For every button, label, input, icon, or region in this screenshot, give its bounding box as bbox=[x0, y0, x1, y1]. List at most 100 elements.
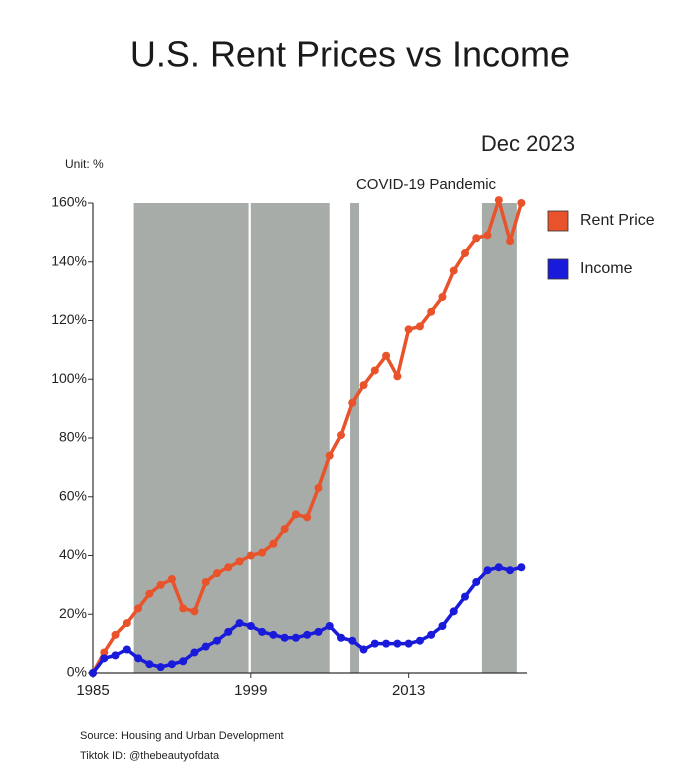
y-tick-label: 120% bbox=[51, 311, 87, 327]
data-point bbox=[506, 566, 515, 575]
data-point bbox=[201, 577, 210, 586]
data-point bbox=[258, 548, 267, 557]
source-note: Source: Housing and Urban Development bbox=[80, 730, 284, 742]
unit-label: Unit: % bbox=[65, 157, 104, 171]
data-point bbox=[449, 607, 458, 616]
data-point bbox=[314, 483, 323, 492]
data-point bbox=[483, 566, 492, 575]
data-point bbox=[145, 660, 154, 669]
data-point bbox=[269, 630, 278, 639]
data-point bbox=[370, 639, 379, 648]
data-point bbox=[348, 398, 357, 407]
y-tick-label: 40% bbox=[59, 546, 87, 562]
annotation: Dec 2023 bbox=[481, 131, 575, 156]
data-point bbox=[235, 557, 244, 566]
data-point bbox=[145, 589, 154, 598]
data-point bbox=[427, 307, 436, 316]
data-point bbox=[100, 648, 109, 657]
data-point bbox=[393, 372, 402, 381]
data-point bbox=[213, 569, 221, 578]
chart-title: U.S. Rent Prices vs Income bbox=[130, 34, 570, 75]
data-point bbox=[258, 627, 267, 636]
data-point bbox=[404, 639, 413, 648]
y-tick-label: 20% bbox=[59, 605, 87, 621]
data-point bbox=[382, 639, 391, 648]
data-point bbox=[303, 630, 312, 639]
data-point bbox=[337, 633, 345, 642]
data-point bbox=[359, 645, 368, 654]
legend-swatch bbox=[547, 258, 569, 280]
data-point bbox=[359, 381, 368, 390]
data-point bbox=[382, 351, 391, 360]
data-point bbox=[494, 196, 503, 205]
data-point bbox=[325, 451, 334, 460]
data-point bbox=[415, 636, 424, 645]
data-point bbox=[291, 633, 300, 642]
shaded-range bbox=[481, 203, 517, 673]
credit-note: Tiktok ID: @thebeautyofdata bbox=[80, 750, 220, 762]
data-point bbox=[427, 630, 436, 639]
data-point bbox=[201, 642, 210, 651]
data-point bbox=[472, 234, 481, 243]
annotation: COVID-19 Pandemic bbox=[356, 176, 497, 193]
data-point bbox=[111, 630, 120, 639]
data-point bbox=[246, 551, 255, 560]
data-point bbox=[156, 580, 165, 589]
data-point bbox=[393, 639, 402, 648]
legend-swatch bbox=[547, 210, 569, 232]
data-point bbox=[370, 366, 379, 375]
data-point bbox=[89, 669, 97, 677]
data-point bbox=[438, 622, 447, 630]
data-point bbox=[122, 645, 131, 654]
shaded-range bbox=[250, 203, 330, 673]
data-point bbox=[167, 660, 176, 669]
shaded-range bbox=[133, 203, 249, 673]
data-point bbox=[100, 654, 109, 663]
data-point bbox=[167, 575, 176, 583]
data-point bbox=[179, 657, 188, 666]
data-point bbox=[134, 604, 143, 613]
y-tick-label: 160% bbox=[51, 194, 87, 210]
y-tick-label: 80% bbox=[59, 429, 87, 445]
data-point bbox=[122, 619, 131, 628]
data-point bbox=[314, 627, 323, 636]
data-point bbox=[156, 663, 165, 672]
data-point bbox=[483, 231, 492, 240]
data-point bbox=[337, 431, 345, 440]
data-point bbox=[224, 563, 233, 572]
data-point bbox=[246, 622, 255, 630]
data-point bbox=[303, 513, 312, 522]
x-tick-label: 2013 bbox=[392, 682, 425, 699]
data-point bbox=[235, 619, 244, 628]
shaded-range bbox=[350, 203, 360, 673]
data-point bbox=[291, 510, 300, 519]
data-point bbox=[190, 648, 199, 657]
data-point bbox=[404, 325, 413, 334]
data-point bbox=[415, 322, 424, 331]
y-tick-label: 0% bbox=[67, 664, 87, 680]
x-tick-label: 1999 bbox=[234, 682, 267, 699]
legend-label: Rent Price bbox=[580, 212, 655, 229]
data-point bbox=[190, 607, 199, 616]
data-point bbox=[179, 604, 188, 613]
data-point bbox=[517, 199, 526, 207]
data-point bbox=[438, 293, 447, 301]
data-point bbox=[325, 622, 334, 630]
data-point bbox=[461, 248, 469, 257]
data-point bbox=[224, 627, 233, 636]
data-point bbox=[494, 563, 503, 572]
y-tick-label: 100% bbox=[51, 370, 87, 386]
legend-label: Income bbox=[580, 260, 633, 277]
data-point bbox=[213, 636, 221, 645]
data-point bbox=[517, 563, 526, 572]
data-point bbox=[348, 636, 357, 645]
x-tick-label: 1985 bbox=[76, 682, 109, 699]
data-point bbox=[506, 237, 515, 246]
data-point bbox=[461, 592, 469, 601]
data-point bbox=[134, 654, 143, 663]
y-tick-label: 60% bbox=[59, 487, 87, 503]
data-point bbox=[269, 539, 278, 548]
data-point bbox=[280, 633, 289, 642]
